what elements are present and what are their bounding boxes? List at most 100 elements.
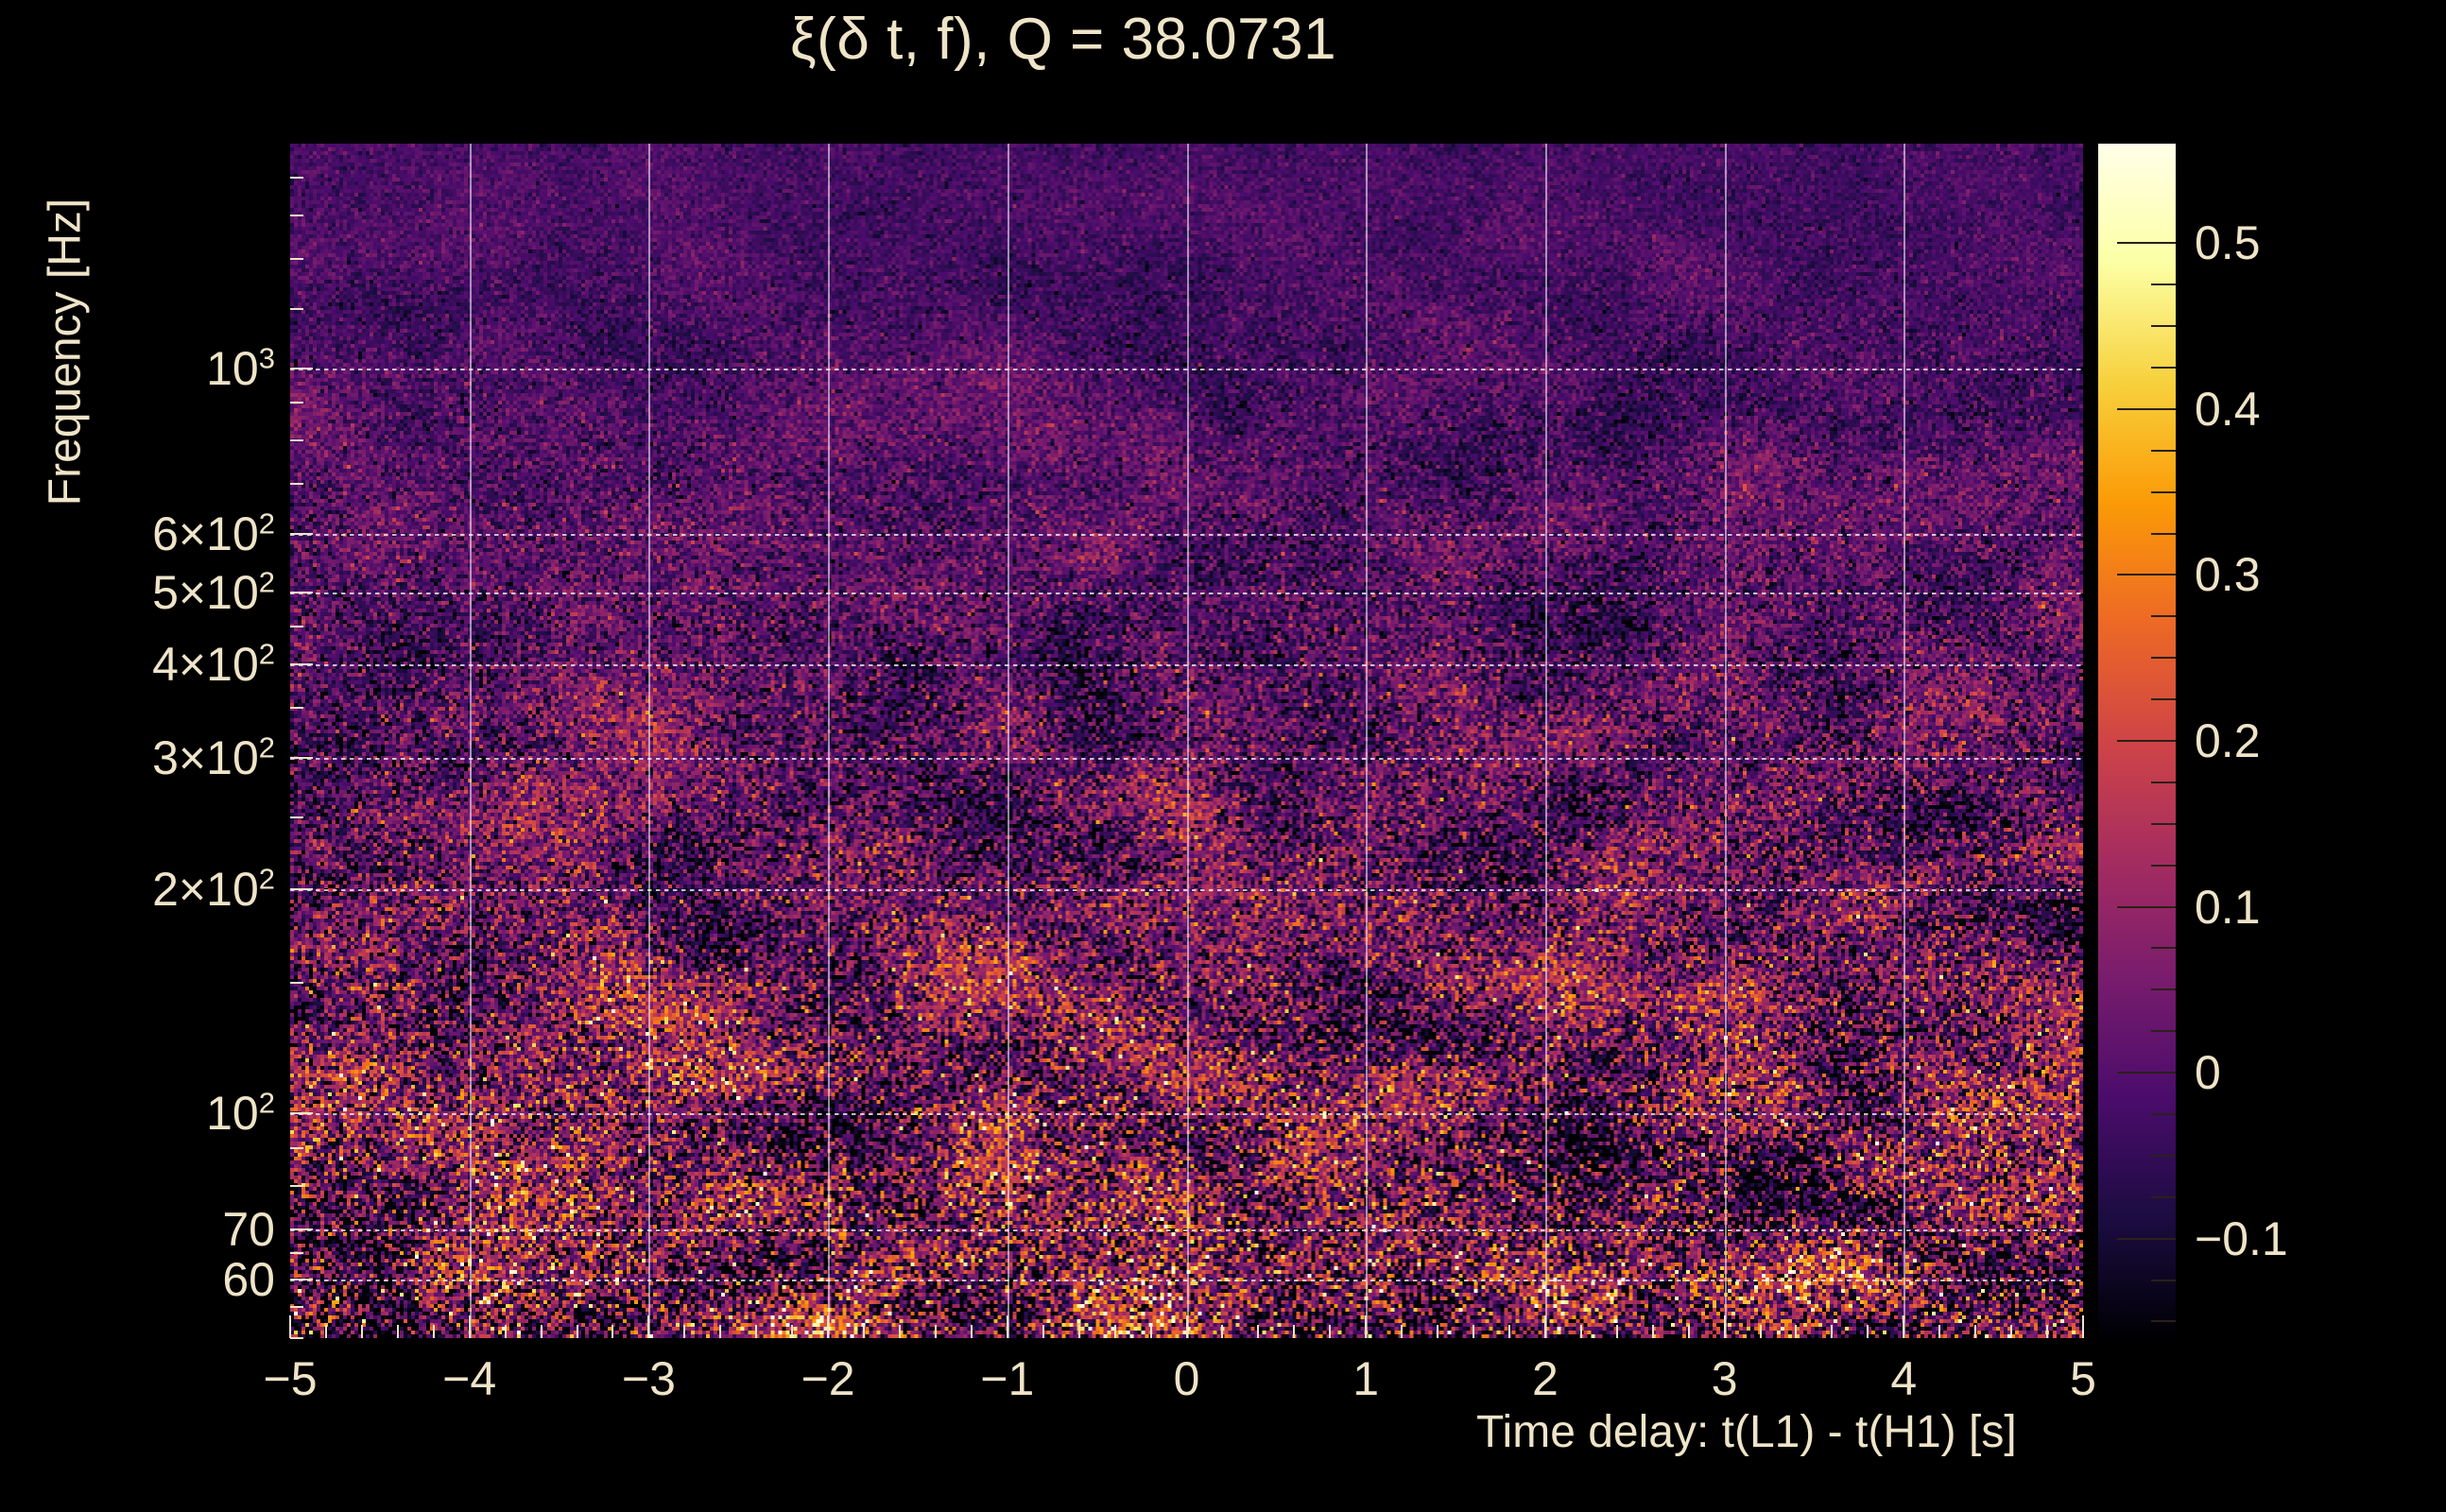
x-axis-minor-tick [1507,1325,1510,1338]
colorbar-tick-label: 0.1 [2195,880,2261,934]
grid-line-horizontal [290,1113,2083,1116]
colorbar-tick-label: 0 [2195,1046,2221,1100]
grid-line-horizontal [290,888,2083,891]
x-axis-minor-tick [791,1325,794,1338]
colorbar-tick-label: −0.1 [2195,1211,2288,1265]
colorbar-tick [2117,242,2176,245]
grid-overlay [290,144,2083,1338]
x-axis-tick-label: 4 [1890,1352,1918,1405]
x-axis-minor-tick [1113,1325,1116,1338]
heatmap-panel [290,144,2083,1338]
colorbar-minor-tick [2151,325,2176,328]
x-axis-tick [1723,1315,1726,1338]
colorbar-tick-label: 0.2 [2195,714,2261,767]
x-axis-minor-tick [1293,1325,1296,1338]
x-axis-tick-label: −1 [980,1352,1035,1405]
x-axis-tick-label: −4 [442,1352,497,1405]
y-axis-tick-label: 60 [222,1252,275,1306]
colorbar-minor-tick [2151,1279,2176,1281]
x-axis-minor-tick [504,1325,507,1338]
x-axis-minor-tick [934,1325,937,1338]
grid-line-vertical [1544,144,1547,1338]
x-axis-tick-label: −3 [621,1352,676,1405]
x-axis-minor-tick [1615,1325,1618,1338]
y-axis-tick [290,592,313,594]
y-axis-tick-label: 3×102 [152,730,275,785]
grid-line-horizontal [290,368,2083,370]
y-axis-minor-tick [290,626,303,628]
x-axis-minor-tick [396,1325,399,1338]
x-axis-minor-tick [432,1325,435,1338]
colorbar-minor-tick [2151,1030,2176,1033]
colorbar-minor-tick [2151,1113,2176,1115]
y-axis-minor-tick [290,816,303,818]
y-axis-tick-label: 70 [222,1202,275,1256]
x-axis-tick-label: 2 [1531,1352,1559,1405]
grid-line-horizontal [290,1279,2083,1281]
x-axis-tick [1365,1315,1368,1338]
x-axis-tick [289,1315,291,1338]
grid-line-vertical [1366,144,1369,1338]
colorbar [2098,144,2176,1338]
x-axis-minor-tick [576,1325,578,1338]
colorbar-minor-tick [2151,822,2176,825]
y-axis-minor-tick [290,258,303,261]
colorbar-minor-tick [2151,367,2176,369]
colorbar-minor-tick [2151,864,2176,867]
grid-line-horizontal [290,758,2083,761]
grid-line-vertical [1186,144,1189,1338]
x-axis-minor-tick [863,1325,866,1338]
x-axis-minor-tick [1795,1325,1798,1338]
x-axis-minor-tick [1831,1325,1834,1338]
y-axis-minor-tick [290,215,303,217]
colorbar-tick [2117,407,2176,410]
x-axis-minor-tick [1867,1325,1869,1338]
x-axis-tick [2082,1315,2084,1338]
x-axis-minor-tick [755,1325,758,1338]
x-axis-minor-tick [1759,1325,1762,1338]
y-axis-tick [290,1112,313,1115]
x-axis-tick-label: 0 [1173,1352,1200,1405]
x-axis-tick [1903,1315,1905,1338]
x-axis-tick-label: −2 [801,1352,855,1405]
x-axis-minor-tick [1687,1325,1690,1338]
x-axis-minor-tick [324,1325,327,1338]
x-axis-minor-tick [1221,1325,1224,1338]
grid-line-horizontal [290,1228,2083,1231]
x-axis-minor-tick [540,1325,543,1338]
colorbar-minor-tick [2151,1320,2176,1323]
x-axis-minor-tick [1473,1325,1475,1338]
colorbar-minor-tick [2151,1154,2176,1157]
colorbar-minor-tick [2151,532,2176,535]
colorbar-minor-tick [2151,284,2176,286]
y-axis-minor-tick [290,981,303,984]
x-axis-minor-tick [1579,1325,1582,1338]
colorbar-tick [2117,905,2176,908]
y-axis-tick-label: 4×102 [152,637,275,692]
x-axis-minor-tick [1974,1325,1977,1338]
x-axis-tick [1185,1315,1188,1338]
x-axis-tick [827,1315,830,1338]
x-axis-minor-tick [360,1325,363,1338]
colorbar-tick-label: 0.3 [2195,548,2261,602]
grid-line-vertical [648,144,651,1338]
x-axis-tick [1543,1315,1546,1338]
colorbar-minor-tick [2151,657,2176,660]
grid-line-horizontal [290,664,2083,667]
x-axis-minor-tick [2046,1325,2049,1338]
y-axis-tick [290,887,313,890]
grid-line-horizontal [290,593,2083,595]
y-axis-title: Frequency [Hz] [40,198,91,507]
y-axis-tick [290,1278,313,1280]
x-axis-minor-tick [1938,1325,1941,1338]
y-axis-tick-label: 102 [206,1086,275,1141]
y-axis-minor-tick [290,707,303,710]
y-axis-minor-tick [290,1337,303,1339]
x-axis-minor-tick [1401,1325,1404,1338]
y-axis-tick [290,367,313,369]
x-axis-tick [647,1315,650,1338]
y-axis-tick [290,663,313,666]
y-axis-tick [290,532,313,535]
x-axis-minor-tick [898,1325,901,1338]
